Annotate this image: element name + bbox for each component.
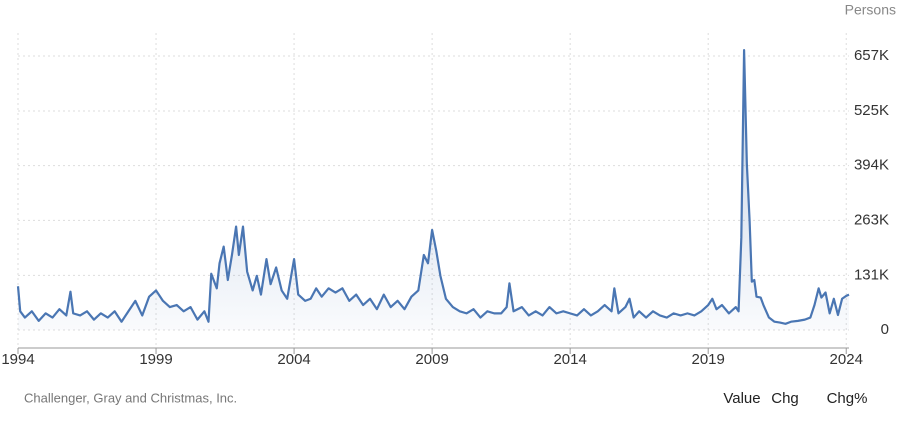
y-tick-label: 0 bbox=[881, 321, 889, 338]
tab[interactable]: Chg bbox=[771, 390, 799, 407]
x-tick-label: 2009 bbox=[415, 351, 448, 368]
x-tick-label: 2019 bbox=[692, 351, 725, 368]
x-tick-label: 2004 bbox=[277, 351, 310, 368]
source: Challenger, Gray and Christmas, Inc. bbox=[24, 390, 237, 405]
y-tick-label: 394K bbox=[854, 157, 889, 174]
x-tick-label: 2024 bbox=[830, 351, 863, 368]
area bbox=[18, 50, 849, 331]
line bbox=[16, 49, 850, 325]
y-tick-label: 263K bbox=[854, 211, 889, 228]
x-tick-label: 1999 bbox=[139, 351, 172, 368]
y-tick-label: 131K bbox=[854, 266, 889, 283]
y-tick-label: 525K bbox=[854, 102, 889, 119]
unit-label: Persons bbox=[845, 2, 896, 18]
x-tick-label: 2014 bbox=[553, 351, 586, 368]
x-tick-label: 1994 bbox=[1, 351, 34, 368]
y-tick-label: 657K bbox=[854, 47, 889, 64]
tab[interactable]: Value bbox=[723, 390, 760, 407]
tabs: Value Chg Chg% bbox=[723, 390, 867, 407]
tab[interactable]: Chg% bbox=[827, 390, 868, 407]
